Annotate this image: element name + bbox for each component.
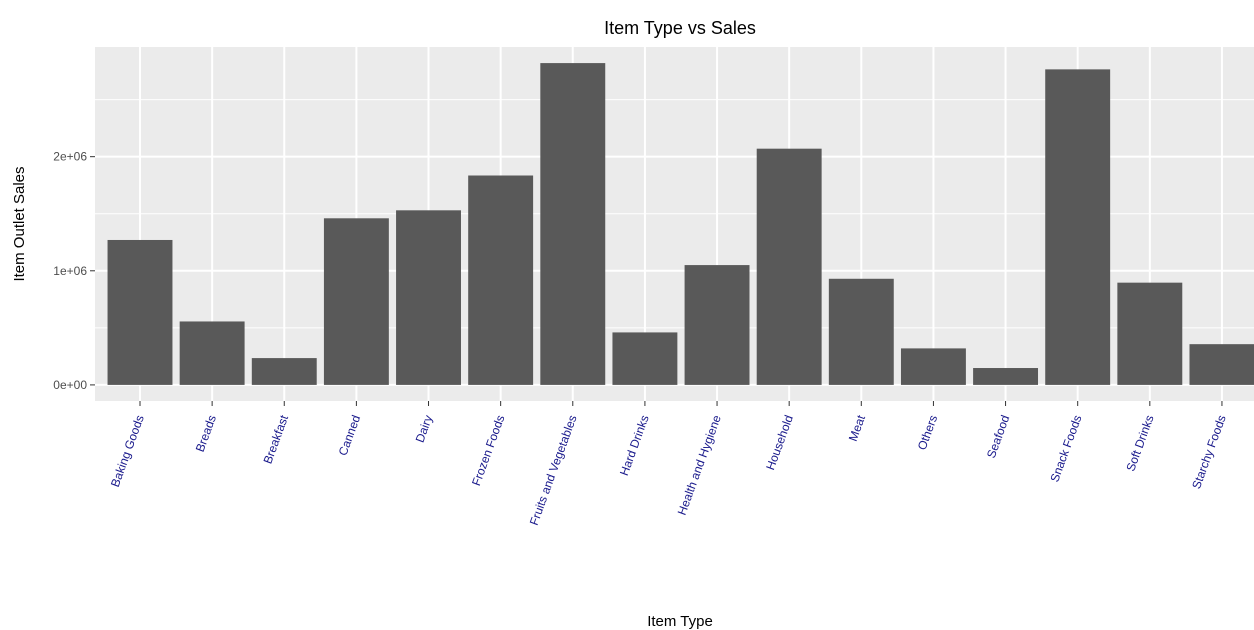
bar — [396, 210, 461, 385]
bar — [540, 63, 606, 385]
x-tick-label: Snack Foods — [1047, 413, 1084, 484]
bar — [468, 175, 534, 385]
x-tick-label: Breads — [193, 413, 219, 454]
bar — [1189, 344, 1254, 385]
x-tick-label: Dairy — [413, 413, 436, 444]
x-tick-label: Frozen Foods — [469, 413, 507, 487]
y-axis-title: Item Outlet Sales — [11, 166, 28, 281]
x-tick-label: Starchy Foods — [1189, 413, 1229, 490]
x-tick-label: Meat — [846, 413, 869, 443]
chart-title: Item Type vs Sales — [604, 18, 756, 38]
bar — [612, 332, 678, 385]
bar — [107, 239, 173, 385]
x-tick-label: Seafood — [984, 413, 1012, 460]
bar — [1117, 282, 1183, 385]
x-tick-label: Fruits and Vegetables — [527, 413, 580, 527]
x-tick-label: Household — [763, 413, 796, 472]
bar — [900, 348, 966, 385]
y-tick-label: 0e+00 — [53, 378, 87, 392]
bar — [251, 358, 317, 385]
x-tick-label: Health and Hygiene — [675, 413, 724, 517]
x-tick-label: Canned — [336, 413, 364, 457]
x-axis-title: Item Type — [647, 613, 713, 630]
bar — [323, 218, 389, 385]
x-tick-label: Soft Drinks — [1123, 413, 1156, 473]
bar — [828, 278, 894, 385]
x-tick-label: Hard Drinks — [617, 413, 652, 477]
x-tick-label: Breakfast — [261, 413, 292, 466]
bar — [684, 265, 750, 385]
bar — [973, 368, 1039, 385]
y-tick-label: 2e+06 — [53, 150, 87, 164]
bar — [1045, 69, 1111, 385]
bar — [179, 321, 245, 385]
x-tick-label: Others — [915, 413, 940, 452]
x-tick-label: Baking Goods — [108, 413, 147, 489]
y-tick-label: 1e+06 — [53, 264, 87, 278]
bar — [756, 148, 822, 385]
